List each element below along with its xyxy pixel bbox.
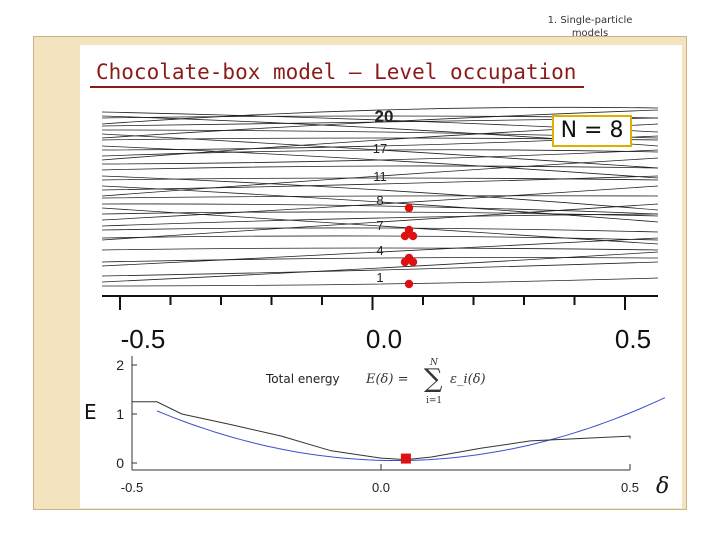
- level-curve: [101, 145, 659, 179]
- title-underline: [90, 86, 584, 88]
- upper-plot: 20 17 11 8 7 4 1 -0.5 0.0 0.5: [101, 106, 659, 354]
- level-curve: [101, 175, 659, 211]
- occupied-level-dot: [404, 225, 414, 235]
- level-curve: [101, 195, 659, 199]
- level-label: 17: [373, 141, 387, 156]
- level-label: 4: [376, 243, 383, 258]
- x-axis-label: δ: [656, 474, 670, 499]
- level-curve: [101, 203, 659, 241]
- lower-x-tick-label: -0.5: [121, 480, 143, 495]
- lower-y-tick-label: 1: [116, 406, 124, 422]
- lower-y-tick-label: 2: [116, 357, 124, 373]
- minimum-marker: [400, 453, 411, 464]
- section-header-line1: 1. Single-particle: [547, 15, 633, 26]
- total-energy-curve: [131, 401, 631, 461]
- level-label: 7: [376, 218, 383, 233]
- slide-title: Chocolate-box model – Level occupation: [96, 60, 577, 84]
- occupied-level-dot: [408, 257, 418, 267]
- level-curve: [101, 237, 659, 267]
- parabola-curve: [156, 397, 666, 461]
- occupied-level-dot: [400, 231, 410, 241]
- formula-sum-upper: N: [430, 358, 438, 368]
- formula-lhs: E(δ) =: [366, 372, 409, 387]
- lower-x-tick-label: 0.5: [621, 480, 639, 495]
- level-curve: [101, 109, 659, 139]
- upper-x-tick-label: -0.5: [121, 324, 166, 354]
- level-curve: [101, 247, 659, 251]
- section-header-line2: models: [571, 28, 609, 39]
- upper-x-tick-label: 0.5: [615, 324, 651, 354]
- section-header: 1. Single-particle models: [520, 14, 660, 40]
- particle-number-box: N = 8: [552, 115, 632, 147]
- level-curve: [101, 175, 659, 191]
- occupied-level-dot: [408, 231, 418, 241]
- formula-sum-lower: i=1: [426, 396, 443, 406]
- level-label: 8: [376, 193, 383, 208]
- occupied-level-dot: [404, 279, 414, 289]
- level-curve: [101, 261, 659, 277]
- level-curve: [101, 235, 659, 241]
- lower-y-tick-label: 0: [116, 455, 124, 471]
- lower-x-tick-label: 0.0: [372, 480, 390, 495]
- level-curve: [101, 213, 659, 227]
- level-curve: [101, 257, 659, 263]
- y-axis-label: E: [84, 400, 97, 424]
- level-label: 20: [375, 107, 394, 126]
- upper-x-tick-label: 0.0: [366, 324, 402, 354]
- level-curve: [101, 185, 659, 223]
- level-curve: [101, 165, 659, 171]
- formula-sum-symbol: ∑: [424, 364, 443, 394]
- formula-term: ε_i(δ): [450, 372, 486, 387]
- level-curve: [101, 207, 659, 245]
- level-curve: [101, 251, 659, 283]
- total-energy-label: Total energy: [266, 372, 340, 386]
- level-label: 11: [373, 169, 387, 184]
- lower-plot: 2 1 0 -0.5 0.0 0.5: [116, 356, 666, 495]
- level-label: 1: [376, 270, 383, 285]
- level-curve: [101, 133, 659, 169]
- occupied-level-dot: [404, 203, 414, 213]
- occupied-level-dot: [400, 257, 410, 267]
- level-curve: [101, 185, 659, 221]
- level-curve: [101, 277, 659, 287]
- level-curve: [101, 227, 659, 233]
- level-curve: [101, 203, 659, 215]
